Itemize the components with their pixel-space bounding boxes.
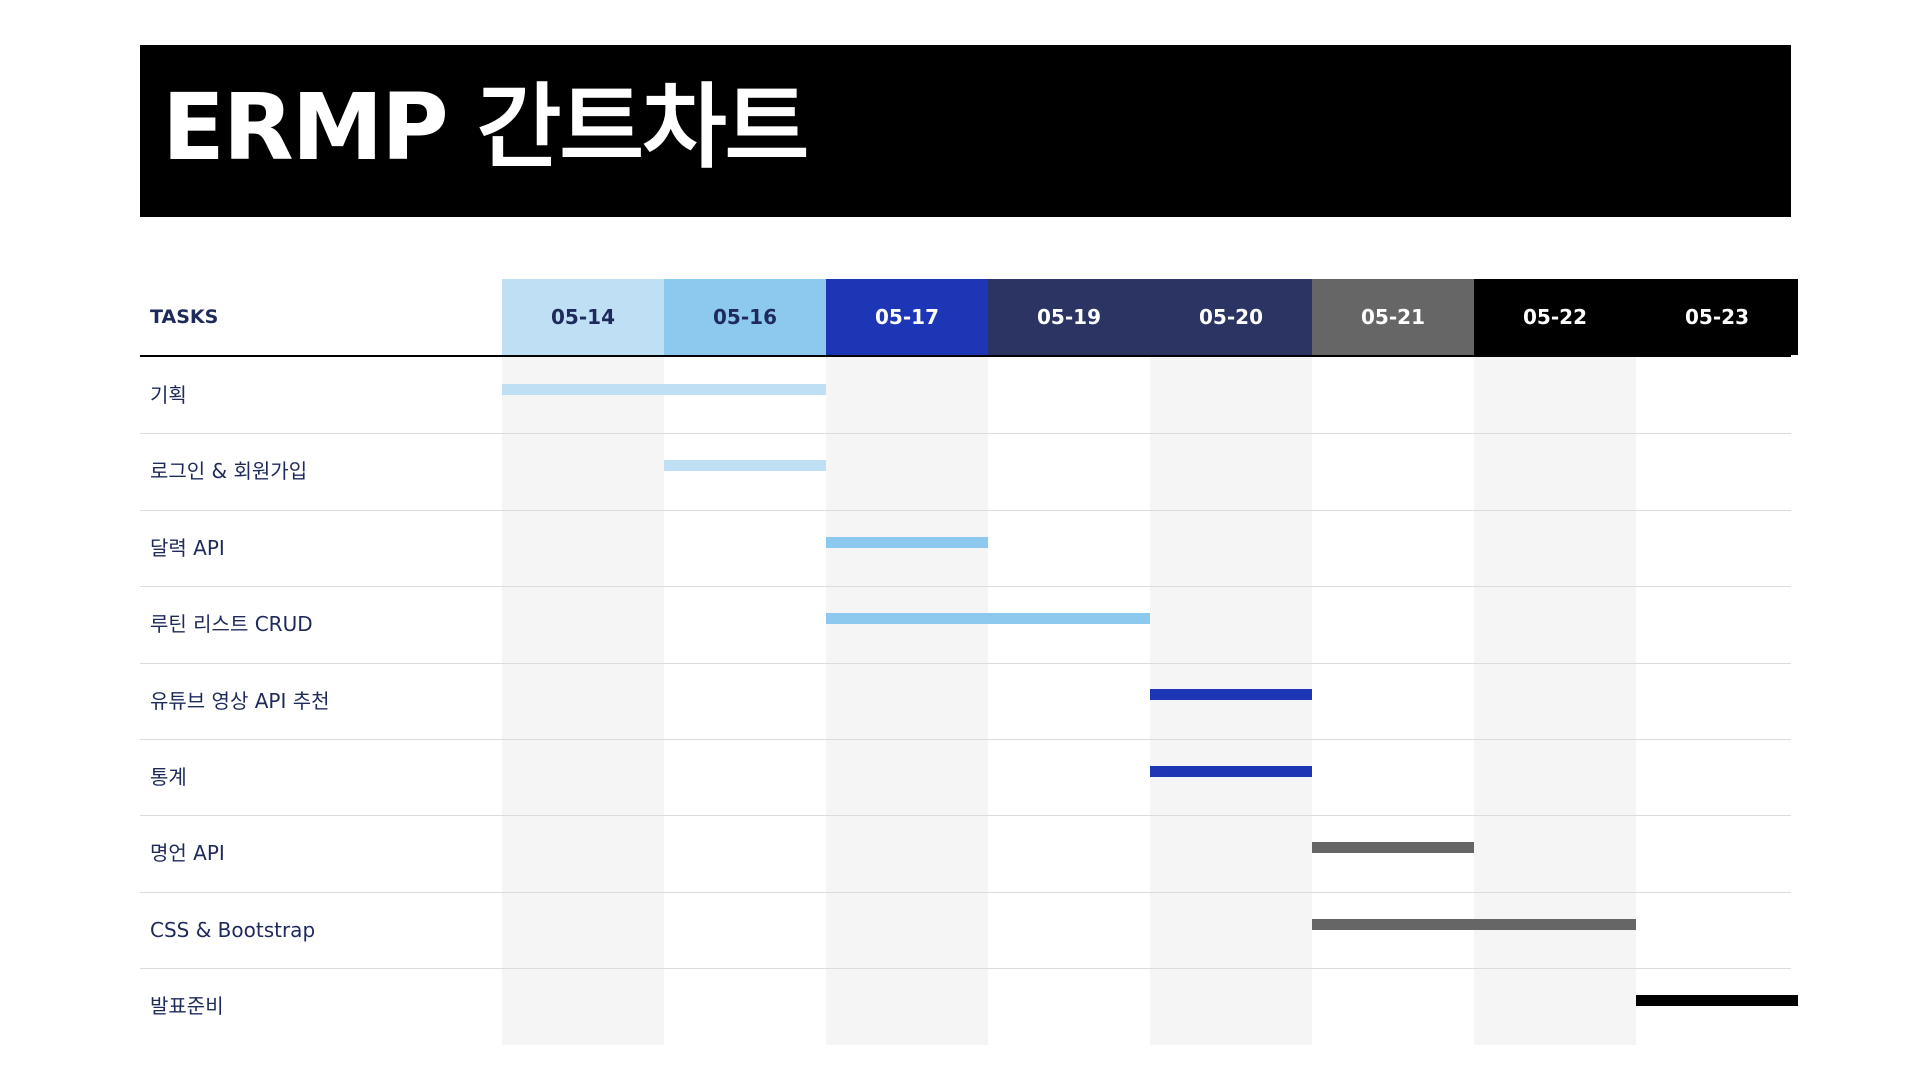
task-bar [1636, 994, 1798, 1006]
page-title: ERMP 간트차트 [162, 74, 809, 181]
task-bar [502, 383, 826, 395]
date-header-05-21: 05-21 [1312, 279, 1474, 355]
row-divider [140, 663, 1791, 664]
task-label: 로그인 & 회원가입 [150, 459, 308, 484]
task-bar [826, 536, 988, 548]
tasks-column-header: TASKS [150, 306, 219, 328]
row-divider [140, 510, 1791, 511]
task-label: 루틴 리스트 CRUD [150, 612, 313, 637]
gantt-chart: TASKS 05-14 05-16 05-17 05-19 05-20 05-21 05-2… [140, 279, 1798, 1045]
task-label: 유튜브 영상 API 추천 [150, 688, 330, 713]
row-divider [140, 968, 1791, 969]
task-bar [1150, 765, 1312, 777]
task-label: 통계 [150, 765, 187, 789]
task-bar [826, 612, 1150, 624]
task-label: 기획 [150, 383, 187, 407]
column-shade [1474, 357, 1636, 1045]
date-header-05-20: 05-20 [1150, 279, 1312, 355]
date-header-05-23: 05-23 [1636, 279, 1798, 355]
date-header-05-14: 05-14 [502, 279, 664, 355]
row-divider [140, 586, 1791, 587]
row-divider [140, 739, 1791, 740]
row-divider [140, 815, 1791, 816]
date-header-05-22: 05-22 [1474, 279, 1636, 355]
task-bar [664, 460, 826, 472]
title-banner: ERMP 간트차트 [140, 45, 1791, 217]
task-bar [1312, 918, 1636, 930]
task-label: 명언 API [150, 841, 225, 866]
header-divider [140, 355, 1791, 357]
task-label: CSS & Bootstrap [150, 917, 316, 942]
task-bar [1150, 689, 1312, 701]
column-shade [826, 357, 988, 1045]
row-divider [140, 433, 1791, 434]
task-bar [1312, 842, 1474, 854]
date-header-05-19: 05-19 [988, 279, 1150, 355]
column-shade [1150, 357, 1312, 1045]
date-header-05-16: 05-16 [664, 279, 826, 355]
date-header-05-17: 05-17 [826, 279, 988, 355]
row-divider [140, 892, 1791, 893]
column-shade [502, 357, 664, 1045]
task-label: 달력 API [150, 535, 225, 560]
task-label: 발표준비 [150, 994, 224, 1019]
